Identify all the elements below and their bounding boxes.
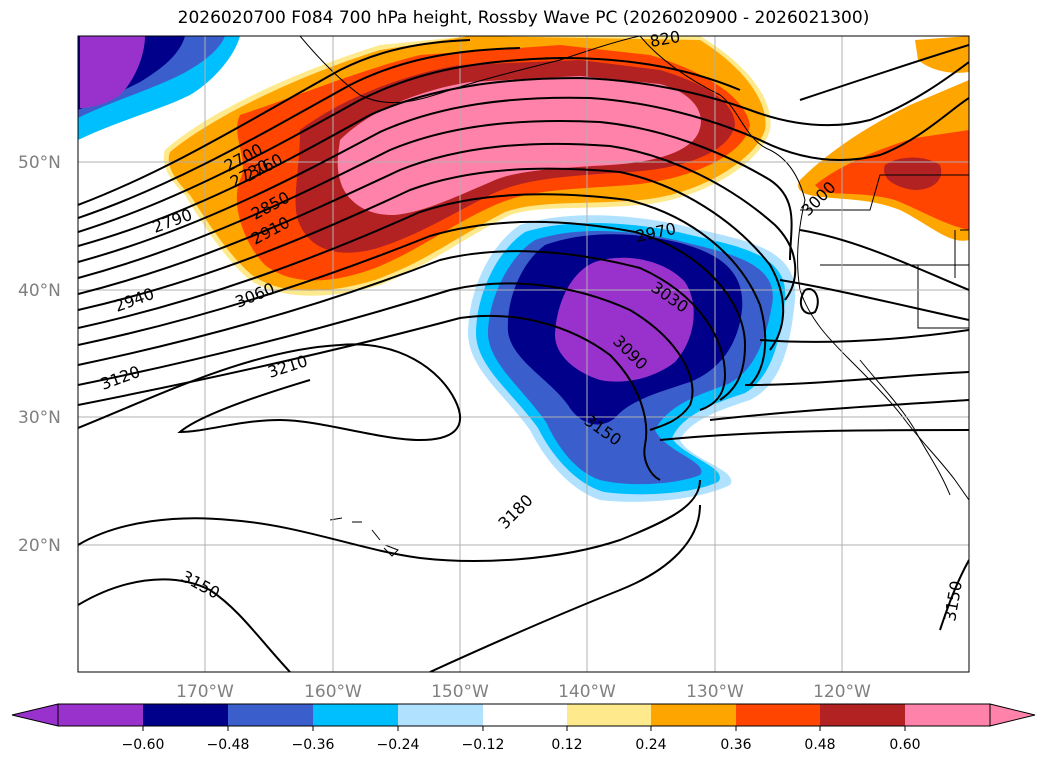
colorbar-tick-1: −0.60 [122,737,165,753]
us-borders [800,174,969,329]
baja-coast [859,359,951,496]
colorbar-tick-5: −0.12 [462,737,505,753]
contour-label-3180: 3180 [494,491,536,533]
colorbar: −0.60 −0.48 −0.36 −0.24 −0.12 0.12 0.24 … [11,703,1036,753]
colorbar-tick-2: −0.48 [207,737,250,753]
lon-label-150w: 150°W [431,682,489,702]
lat-label-50: 50°N [18,153,61,173]
lat-label-40: 40°N [18,281,61,301]
colorbar-bin-3 [228,704,313,726]
colorbar-tick-3: −0.36 [292,737,335,753]
colorbar-tick-10: 0.60 [889,737,920,753]
north-america-coast [639,36,969,501]
colorbar-frame [57,703,991,727]
colorbar-bin-5 [398,704,483,726]
colorbar-bin-9 [736,704,820,726]
negative-anomaly-nw-core [80,36,145,108]
hawaii [329,517,399,557]
colorbar-tick-7: 0.24 [635,737,666,753]
lon-label-170w: 170°W [176,682,234,702]
contour-label-3120: 3120 [98,362,143,394]
lon-label-160w: 160°W [304,682,362,702]
colorbar-tick-4: −0.24 [377,737,420,753]
lon-label-140w: 140°W [558,682,616,702]
colorbar-bin-2 [143,704,228,726]
contour-label-3150-south: 3150 [178,567,223,603]
colorbar-tick-9: 0.48 [804,737,835,753]
anomaly-shading [78,36,969,502]
map-title: 2026020700 F084 700 hPa height, Rossby W… [177,8,870,28]
latitude-labels: 50°N 40°N 30°N 20°N [18,153,61,556]
longitude-labels: 170°W 160°W 150°W 140°W 130°W 120°W [176,682,871,702]
colorbar-extend-low [11,703,59,727]
colorbar-bin-8 [651,704,736,726]
lon-label-130w: 130°W [686,682,744,702]
colorbar-bin-4 [313,704,398,726]
colorbar-bin-10 [820,704,905,726]
contour-label-3150-southeast: 3150 [940,579,966,622]
map-frame [77,35,970,673]
positive-anomaly-east-core [884,157,942,190]
gridlines [78,36,969,672]
colorbar-extend-high [989,703,1036,727]
colorbar-tick-8: 0.36 [720,737,751,753]
lat-label-20: 20°N [18,536,61,556]
lon-label-120w: 120°W [813,682,871,702]
colorbar-tick-6: 0.12 [551,737,582,753]
colorbar-bin-11 [905,704,990,726]
negative-anomaly-0.60 [555,257,694,382]
colorbar-bin-7 [567,704,651,726]
colorbar-bin-6 [483,704,567,726]
colorbar-bin-1 [58,704,143,726]
lat-label-30: 30°N [18,408,61,428]
height-contours [78,39,969,672]
